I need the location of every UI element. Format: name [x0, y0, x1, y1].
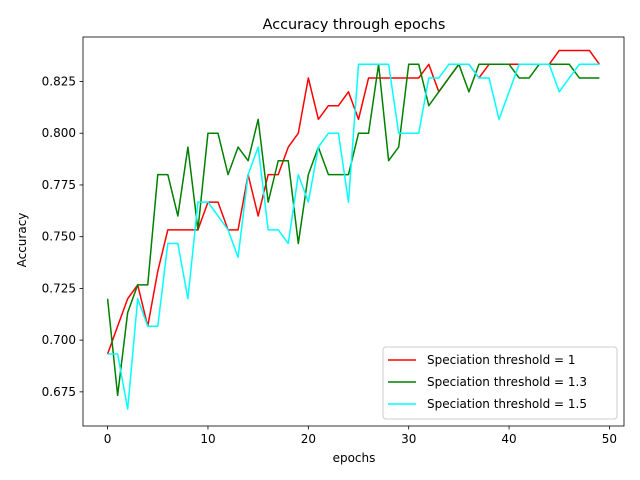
legend-entry: Speciation threshold = 1 [427, 353, 576, 367]
x-tick-label: 0 [104, 432, 112, 446]
x-tick-label: 30 [401, 432, 416, 446]
legend: Speciation threshold = 1 Speciation thres… [382, 346, 618, 420]
x-tick-label: 20 [301, 432, 316, 446]
y-tick-label: 0.825 [42, 74, 76, 88]
legend-box [382, 346, 618, 420]
y-tick-label: 0.800 [42, 126, 76, 140]
legend-entry: Speciation threshold = 1.5 [427, 397, 587, 411]
legend-entry: Speciation threshold = 1.3 [427, 375, 587, 389]
y-tick-label: 0.725 [42, 281, 76, 295]
series-line-2 [106, 63, 600, 397]
series-line-3 [107, 63, 600, 410]
chart-title: Accuracy through epochs [263, 17, 446, 33]
y-tick-label: 0.775 [42, 178, 76, 192]
y-tick-label: 0.675 [42, 385, 76, 399]
plot-frame [82, 36, 625, 427]
y-tick-label: 0.750 [42, 230, 76, 244]
series-lines [106, 49, 601, 410]
x-tick-label: 40 [501, 432, 516, 446]
x-tick-label: 50 [602, 432, 617, 446]
x-axis-label: epochs [333, 451, 376, 465]
y-tick-label: 0.700 [42, 333, 76, 347]
axes: 0 10 20 30 40 50 0.675 0.700 0.725 0.750 0.775 0.80… [42, 36, 625, 446]
x-tick-label: 10 [200, 432, 215, 446]
series-line-1 [106, 49, 601, 355]
y-axis-label: Accuracy [15, 213, 29, 268]
